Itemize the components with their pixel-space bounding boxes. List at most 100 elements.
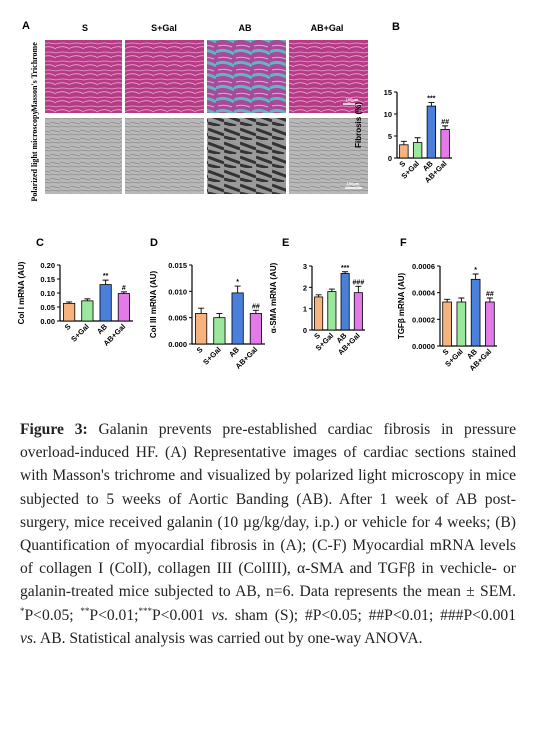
- significance-label: **: [103, 273, 109, 280]
- micrograph: [207, 118, 286, 194]
- significance-label: ##: [441, 119, 449, 126]
- caption: Figure 3: Galanin prevents pre-establish…: [20, 418, 516, 650]
- x-tick-label: S+Gal: [201, 345, 223, 367]
- significance-label: ###: [353, 279, 365, 286]
- column-label: AB: [239, 23, 252, 33]
- bar: [353, 292, 363, 331]
- panel-label: E: [282, 237, 289, 249]
- bar: [117, 293, 130, 322]
- x-tick-label: S: [312, 331, 322, 341]
- bar: [442, 301, 452, 347]
- error-bar: [234, 285, 241, 293]
- y-axis-label: Col III mRNA (AU): [149, 271, 158, 339]
- y-tick-label: 2: [303, 283, 307, 292]
- y-axis-label: TGFβ mRNA (AU): [397, 272, 406, 339]
- micrograph: [289, 118, 368, 194]
- y-tick-label: 5: [388, 132, 392, 141]
- error-bar: [414, 137, 421, 143]
- panel-label: F: [400, 237, 407, 249]
- bar: [412, 142, 423, 159]
- y-tick-label: 0.000: [168, 340, 187, 349]
- y-tick-label: 0.05: [40, 303, 55, 312]
- y-axis-label: Col I mRNA (AU): [17, 261, 26, 324]
- scale-bar-label: 100μm: [347, 181, 360, 186]
- error-bar: [486, 297, 493, 302]
- y-axis-label: α-SMA mRNA (AU): [269, 262, 278, 333]
- error-bar: [342, 271, 349, 274]
- y-axis-label: Fibrosis (%): [354, 102, 363, 148]
- row-label: Masson's Trichrome: [30, 42, 39, 112]
- significance-label: ***: [427, 96, 435, 103]
- error-bar: [252, 309, 259, 314]
- y-tick-label: 0.010: [168, 287, 187, 296]
- micrograph: [45, 40, 122, 113]
- bar: [440, 128, 450, 159]
- bar: [340, 273, 350, 331]
- x-tick-label: AB: [95, 322, 109, 336]
- scale-bar-label: 100μm: [346, 97, 359, 102]
- bar: [213, 317, 226, 345]
- caption-text: P<0.01;: [89, 606, 139, 624]
- y-tick-label: 0.015: [168, 261, 187, 270]
- micrograph: [289, 40, 368, 113]
- bar: [426, 105, 437, 159]
- y-tick-label: 3: [303, 262, 307, 271]
- significance-label: *: [236, 279, 239, 286]
- y-tick-label: 0.10: [40, 289, 55, 298]
- bar: [231, 292, 244, 345]
- micrograph: [125, 118, 204, 194]
- error-bar: [472, 273, 479, 280]
- bar: [99, 284, 112, 322]
- error-bar: [120, 291, 127, 294]
- micrograph: [207, 40, 286, 113]
- column-label: AB+Gal: [311, 23, 344, 33]
- column-label: S: [82, 23, 88, 33]
- y-tick-label: 0.0004: [412, 289, 436, 298]
- x-tick-label: S+Gal: [69, 322, 91, 344]
- caption-text: AB. Statistical analysis was carried out…: [36, 629, 423, 647]
- x-tick-label: S: [63, 322, 73, 332]
- caption-label: Figure 3:: [20, 421, 88, 438]
- caption-text: P<0.05;: [24, 606, 81, 624]
- row-label: Polarized light microscopy: [30, 111, 39, 202]
- y-tick-label: 0.005: [168, 314, 187, 323]
- caption-text: Galanin prevents pre-established cardiac…: [20, 421, 517, 601]
- bar: [327, 291, 337, 331]
- x-tick-label: AB: [227, 345, 241, 359]
- panel-label: A: [22, 20, 30, 32]
- bar: [399, 144, 409, 159]
- y-tick-label: 10: [384, 110, 392, 119]
- y-tick-label: 0.0000: [412, 342, 435, 351]
- y-tick-label: 0: [303, 326, 307, 335]
- column-label: S+Gal: [151, 23, 177, 33]
- figure: A S S+Gal AB AB+Gal 100μm 100μm Masson's…: [17, 20, 497, 373]
- micrograph: [45, 118, 122, 194]
- x-tick-label: S: [441, 347, 451, 357]
- error-bar: [198, 307, 205, 314]
- error-bar: [66, 301, 73, 304]
- error-bar: [102, 279, 109, 285]
- x-tick-label: S: [397, 159, 407, 169]
- y-tick-label: 0.00: [40, 317, 55, 326]
- bar: [456, 301, 467, 347]
- y-tick-label: 0.0002: [412, 315, 435, 324]
- error-bar: [315, 294, 322, 297]
- significance-label: #: [122, 285, 126, 292]
- significance-label: ##: [252, 303, 260, 310]
- panel-label: C: [36, 237, 44, 249]
- x-tick-label: S: [195, 345, 205, 355]
- error-bar: [355, 285, 362, 293]
- bar: [195, 313, 208, 345]
- y-tick-label: 0: [388, 154, 392, 163]
- bar: [470, 278, 481, 347]
- caption-text: sham (S); #P<0.05; ##P<0.01; ###P<0.001: [228, 606, 517, 624]
- caption-sup: **: [80, 605, 90, 616]
- error-bar: [442, 125, 449, 130]
- error-bar: [216, 313, 223, 318]
- y-tick-label: 0.0006: [412, 262, 435, 271]
- caption-italic: vs.: [20, 629, 37, 647]
- caption-italic: vs.: [211, 606, 229, 624]
- significance-label: ##: [486, 291, 494, 298]
- y-tick-label: 15: [384, 88, 392, 97]
- micrograph: [125, 40, 204, 113]
